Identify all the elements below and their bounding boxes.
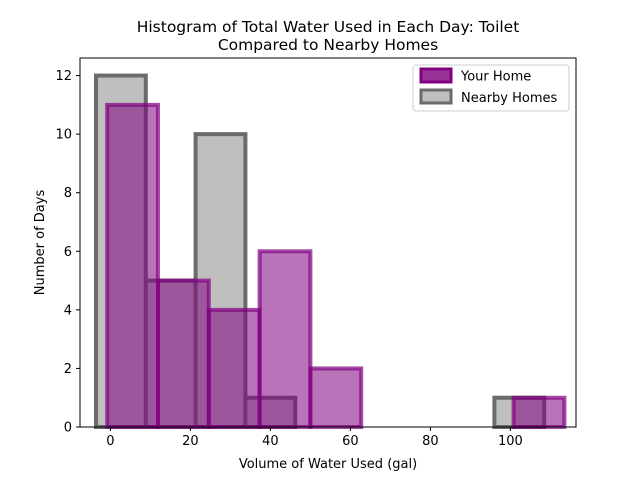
bar-your-home <box>308 366 364 429</box>
y-tick-label: 12 <box>55 69 72 84</box>
x-tick-label: 40 <box>262 434 279 449</box>
legend-label-nearby-homes: Nearby Homes <box>461 91 558 106</box>
your-home-bars <box>105 102 567 430</box>
y-axis-label: Number of Days <box>33 190 48 296</box>
legend: Your Home Nearby Homes <box>412 64 570 112</box>
y-tick-label: 10 <box>55 128 72 143</box>
x-tick-label: 100 <box>498 434 523 449</box>
x-tick-label: 80 <box>422 434 439 449</box>
legend-swatch-your-home <box>419 67 453 84</box>
y-tick-label: 4 <box>64 303 72 318</box>
bar-your-home <box>156 278 211 430</box>
plot-frame <box>79 57 577 428</box>
legend-swatch-nearby-homes <box>419 88 453 105</box>
bar-your-home <box>206 307 262 430</box>
y-tick-label: 0 <box>64 421 72 436</box>
x-axis-label: Volume of Water Used (gal) <box>239 457 417 472</box>
y-axis-ticks: 0 2 4 6 8 10 12 <box>55 69 80 436</box>
legend-label-your-home: Your Home <box>460 70 531 85</box>
y-tick-label: 2 <box>64 362 72 377</box>
bar-your-home <box>257 249 313 429</box>
y-tick-label: 8 <box>64 186 72 201</box>
x-tick-label: 60 <box>342 434 359 449</box>
y-tick-label: 6 <box>64 245 72 260</box>
bar-your-home <box>105 102 160 429</box>
x-tick-label: 0 <box>106 434 114 449</box>
x-tick-label: 20 <box>182 434 199 449</box>
x-axis-ticks: 0 20 40 60 80 100 <box>106 427 523 449</box>
bar-your-home <box>511 395 567 430</box>
chart-title-line-2: Compared to Nearby Homes <box>218 36 438 54</box>
chart-title-line-1: Histogram of Total Water Used in Each Da… <box>137 18 520 36</box>
